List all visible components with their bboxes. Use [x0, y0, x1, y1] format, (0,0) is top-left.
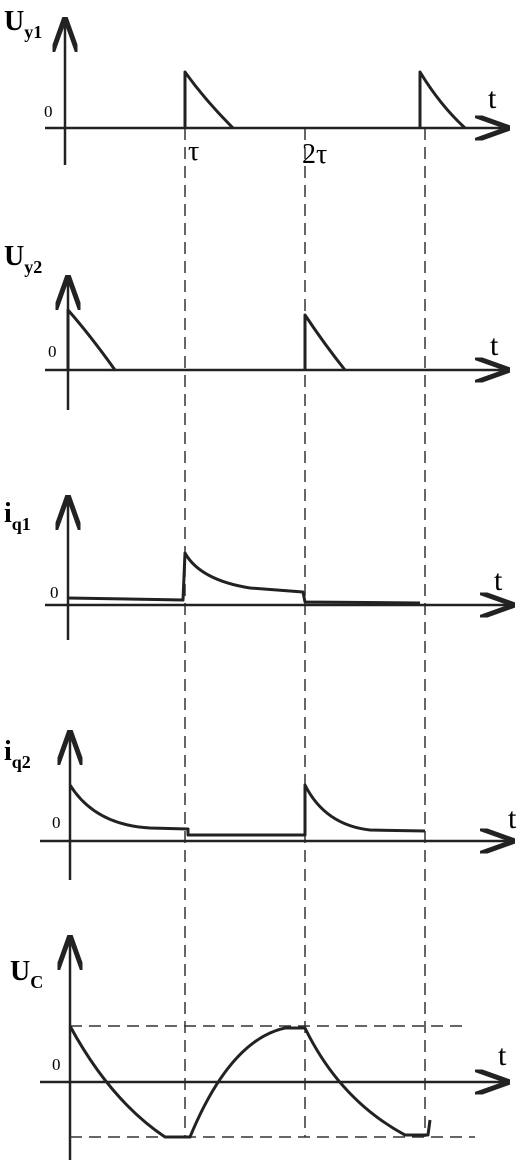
axis-label: t	[494, 564, 503, 597]
panel-uc: UC 0 t	[10, 940, 507, 1160]
label-part: y2	[24, 257, 42, 277]
label-part: q1	[12, 514, 31, 534]
zero-label: 0	[50, 583, 59, 602]
zero-label: 0	[44, 102, 53, 121]
panel-iq2: iq2 0 t	[4, 735, 517, 880]
label-part: U	[4, 241, 24, 272]
panel-uy2: Uy2 0 t	[4, 241, 505, 410]
panel-label: Uy1	[4, 6, 42, 42]
label-part: C	[30, 972, 43, 992]
zero-label: 0	[52, 1055, 61, 1074]
label-part: i	[4, 498, 12, 529]
axis-label: t	[498, 1039, 507, 1072]
label-part: U	[4, 6, 24, 37]
panel-label: iq2	[4, 736, 31, 772]
panel-iq1: iq1 0 t	[4, 498, 510, 640]
zero-label: 0	[48, 342, 57, 361]
axis-label: t	[488, 82, 497, 115]
time-mark: τ	[188, 136, 199, 167]
panel-label: Uy2	[4, 241, 42, 277]
time-mark: 2τ	[302, 139, 327, 170]
panel-label: UC	[10, 956, 43, 992]
zero-label: 0	[52, 813, 61, 832]
label-part: U	[10, 956, 30, 987]
axis-label: t	[490, 329, 499, 362]
label-part: y1	[24, 22, 42, 42]
panel-label: iq1	[4, 498, 31, 534]
label-part: q2	[12, 752, 31, 772]
label-part: i	[4, 736, 12, 767]
time-guides	[184, 128, 426, 1137]
panel-uy1: Uy1 0 t τ 2τ	[4, 6, 505, 170]
axis-label: t	[508, 802, 517, 835]
